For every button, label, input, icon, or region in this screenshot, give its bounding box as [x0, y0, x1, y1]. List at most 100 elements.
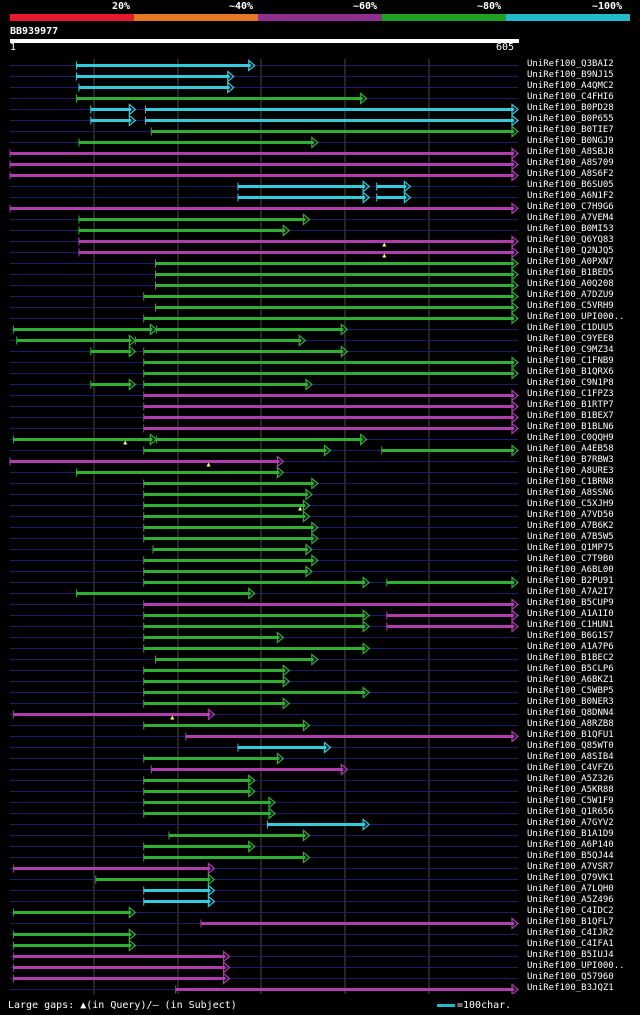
hit-label[interactable]: UniRef100_C4VFZ6 [527, 763, 614, 773]
hit-label[interactable]: UniRef100_A6BKZ1 [527, 675, 614, 685]
hit-label[interactable]: UniRef100_C9N1P8 [527, 378, 614, 388]
hit-label[interactable]: UniRef100_B0NER3 [527, 697, 614, 707]
table-row: UniRef100_A6P140 [0, 840, 640, 851]
hit-label[interactable]: UniRef100_C7H9G6 [527, 202, 614, 212]
hit-label[interactable]: UniRef100_B0TIE7 [527, 125, 614, 135]
hit-label[interactable]: UniRef100_B0MI53 [527, 224, 614, 234]
hit-label[interactable]: UniRef100_B3JQZ1 [527, 983, 614, 993]
hit-label[interactable]: UniRef100_B1BEC2 [527, 653, 614, 663]
hit-label[interactable]: UniRef100_Q1MP75 [527, 543, 614, 553]
hit-label[interactable]: UniRef100_B1A1D9 [527, 829, 614, 839]
hit-label[interactable]: UniRef100_A7B6K2 [527, 521, 614, 531]
hit-label[interactable]: UniRef100_B0PD28 [527, 103, 614, 113]
hit-label[interactable]: UniRef100_UPI000.. [527, 312, 625, 322]
hit-label[interactable]: UniRef100_B5CUP9 [527, 598, 614, 608]
hit-label[interactable]: UniRef100_C9YEE8 [527, 334, 614, 344]
hit-label[interactable]: UniRef100_B5QJ44 [527, 851, 614, 861]
hit-label[interactable]: UniRef100_A4QMC2 [527, 81, 614, 91]
hit-label[interactable]: UniRef100_Q6YQ83 [527, 235, 614, 245]
hit-label[interactable]: UniRef100_C7T9B0 [527, 554, 614, 564]
hit-label[interactable]: UniRef100_Q85WT0 [527, 741, 614, 751]
hit-label[interactable]: UniRef100_B6SU05 [527, 180, 614, 190]
hit-label[interactable]: UniRef100_A6N1F2 [527, 191, 614, 201]
hit-label[interactable]: UniRef100_A7VD50 [527, 510, 614, 520]
hit-label[interactable]: UniRef100_A7DZU9 [527, 290, 614, 300]
hit-label[interactable]: UniRef100_A7LQH0 [527, 884, 614, 894]
hit-label[interactable]: UniRef100_B5CLP6 [527, 664, 614, 674]
hit-label[interactable]: UniRef100_A8SIB4 [527, 752, 614, 762]
hit-label[interactable]: UniRef100_C9MZ34 [527, 345, 614, 355]
hit-label[interactable]: UniRef100_C1HUN1 [527, 620, 614, 630]
hit-label[interactable]: UniRef100_C5VRH9 [527, 301, 614, 311]
hit-label[interactable]: UniRef100_C5XJH9 [527, 499, 614, 509]
hit-label[interactable]: UniRef100_Q2NJQ5 [527, 246, 614, 256]
table-row: UniRef100_C1FPZ3 [0, 389, 640, 400]
hit-label[interactable]: UniRef100_B7RBW3 [527, 455, 614, 465]
hit-label[interactable]: UniRef100_A5KR88 [527, 785, 614, 795]
hit-label[interactable]: UniRef100_C4IDC2 [527, 906, 614, 916]
hit-label[interactable]: UniRef100_Q1R656 [527, 807, 614, 817]
hit-label[interactable]: UniRef100_A8S6F2 [527, 169, 614, 179]
hit-label[interactable]: UniRef100_A8SSN6 [527, 488, 614, 498]
hit-label[interactable]: UniRef100_A7A2I7 [527, 587, 614, 597]
hit-label[interactable]: UniRef100_A7VSR7 [527, 862, 614, 872]
hit-end-arrow [248, 785, 256, 798]
hit-label[interactable]: UniRef100_B1QFL7 [527, 917, 614, 927]
hit-label[interactable]: UniRef100_C4IFA1 [527, 939, 614, 949]
legend-bar-cyan [506, 14, 630, 21]
hit-end-arrow [511, 356, 519, 369]
hit-end-arrow [511, 169, 519, 182]
table-row: UniRef100_B0NER3 [0, 697, 640, 708]
hit-label[interactable]: UniRef100_C5WBP5 [527, 686, 614, 696]
hit-label[interactable]: UniRef100_Q57960 [527, 972, 614, 982]
hit-label[interactable]: UniRef100_A7VEM4 [527, 213, 614, 223]
hit-label[interactable]: UniRef100_Q8DNN4 [527, 708, 614, 718]
hit-label[interactable]: UniRef100_A6P140 [527, 840, 614, 850]
hit-label[interactable]: UniRef100_Q79VK1 [527, 873, 614, 883]
hit-label[interactable]: UniRef100_B1BEX7 [527, 411, 614, 421]
hit-label[interactable]: UniRef100_A8RZB8 [527, 719, 614, 729]
hit-label[interactable]: UniRef100_A1A1I0 [527, 609, 614, 619]
hit-label[interactable]: UniRef100_C5W1F9 [527, 796, 614, 806]
hit-label[interactable]: UniRef100_B1QRX6 [527, 367, 614, 377]
hit-label[interactable]: UniRef100_A0PXN7 [527, 257, 614, 267]
hit-label[interactable]: UniRef100_C1FNB9 [527, 356, 614, 366]
hit-label[interactable]: UniRef100_A8S709 [527, 158, 614, 168]
hit-label[interactable]: UniRef100_A0Q208 [527, 279, 614, 289]
hit-label[interactable]: UniRef100_B1QFU1 [527, 730, 614, 740]
hit-label[interactable]: UniRef100_B1BLN6 [527, 422, 614, 432]
hit-label[interactable]: UniRef100_B9NJ15 [527, 70, 614, 80]
hit-label[interactable]: UniRef100_A6BL00 [527, 565, 614, 575]
hit-end-arrow [276, 455, 285, 468]
table-row: UniRef100_A4EB58 [0, 444, 640, 455]
hit-label[interactable]: UniRef100_C4FHI6 [527, 92, 614, 102]
hit-label[interactable]: UniRef100_B1RTP7 [527, 400, 614, 410]
hit-end-arrow [360, 92, 368, 105]
hit-label[interactable]: UniRef100_UPI000.. [527, 961, 625, 971]
hit-end-arrow [305, 488, 313, 501]
hit-label[interactable]: UniRef100_C1BRN8 [527, 477, 614, 487]
hit-end-arrow [282, 224, 291, 237]
hit-label[interactable]: UniRef100_B5IUJ4 [527, 950, 614, 960]
hit-label[interactable]: UniRef100_A7B5W5 [527, 532, 614, 542]
hit-label[interactable]: UniRef100_Q3BAI2 [527, 59, 614, 69]
hit-label[interactable]: UniRef100_A8URE3 [527, 466, 614, 476]
hit-label[interactable]: UniRef100_A7GYV2 [527, 818, 614, 828]
hit-label[interactable]: UniRef100_B0P655 [527, 114, 614, 124]
hit-label[interactable]: UniRef100_A5Z496 [527, 895, 614, 905]
hit-label[interactable]: UniRef100_C1FPZ3 [527, 389, 614, 399]
hit-label[interactable]: UniRef100_C1DUU5 [527, 323, 614, 333]
hit-end-arrow [403, 180, 412, 193]
hit-label[interactable]: UniRef100_A8SBJ8 [527, 147, 614, 157]
hit-label[interactable]: UniRef100_C4IJR2 [527, 928, 614, 938]
hit-label[interactable]: UniRef100_A5Z326 [527, 774, 614, 784]
hit-label[interactable]: UniRef100_B6G1S7 [527, 631, 614, 641]
hit-label[interactable]: UniRef100_C0QQH9 [527, 433, 614, 443]
hit-end-arrow [207, 884, 216, 897]
hit-end-arrow [511, 290, 519, 303]
hit-label[interactable]: UniRef100_A1A7P6 [527, 642, 614, 652]
hit-label[interactable]: UniRef100_B2PU91 [527, 576, 614, 586]
hit-label[interactable]: UniRef100_B1BED5 [527, 268, 614, 278]
hit-label[interactable]: UniRef100_A4EB58 [527, 444, 614, 454]
hit-label[interactable]: UniRef100_B0NGJ9 [527, 136, 614, 146]
